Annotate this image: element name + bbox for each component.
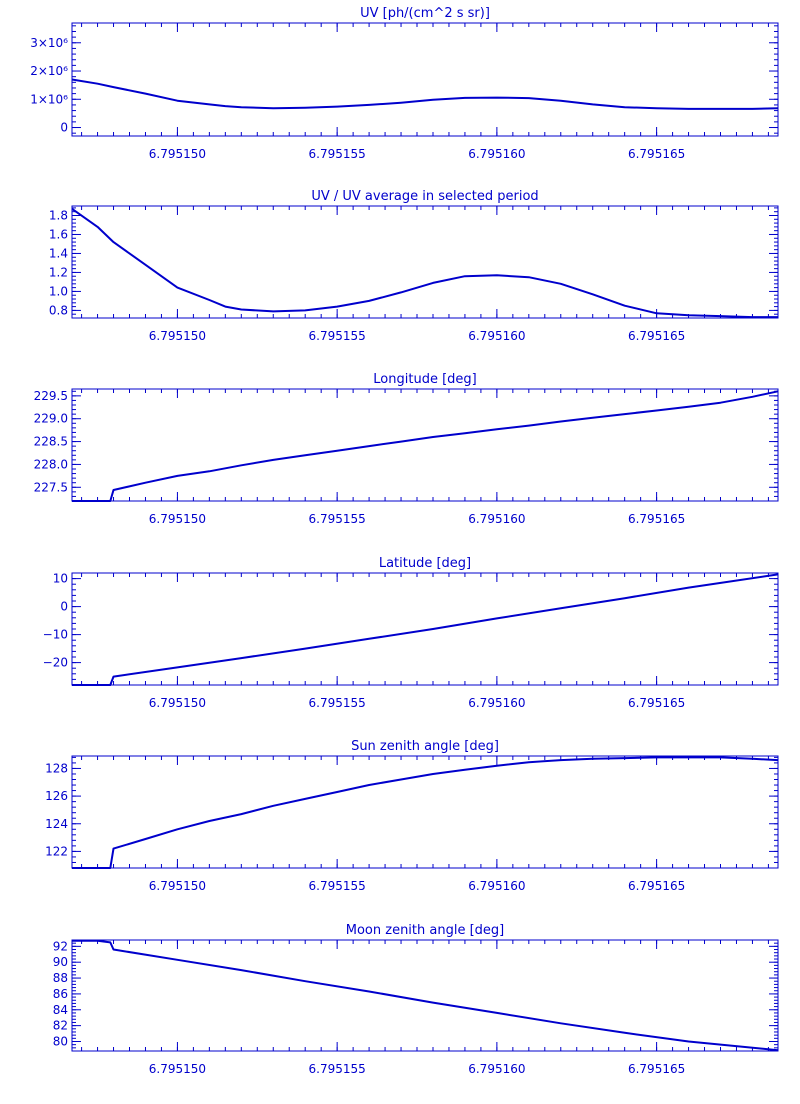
y-tick-label: 0.8 — [49, 303, 68, 317]
y-tick-label: 128 — [45, 761, 68, 775]
y-tick-label: 122 — [45, 844, 68, 858]
y-tick-label: 2×10⁶ — [30, 64, 68, 78]
series-line — [72, 573, 779, 686]
x-tick-label: 6.795155 — [309, 512, 366, 526]
y-tick-label: 228.0 — [34, 457, 68, 471]
chart-title: UV [ph/(cm^2 s sr)] — [360, 6, 490, 21]
plot-frame — [71, 939, 779, 1052]
chart-title: Longitude [deg] — [373, 372, 476, 387]
x-tick-label: 6.795150 — [149, 1062, 206, 1076]
x-tick-label: 6.795165 — [628, 512, 685, 526]
x-tick-label: 6.795155 — [309, 696, 366, 710]
y-tick-label: 0 — [60, 121, 68, 135]
y-tick-label: −10 — [43, 628, 68, 642]
chart-panel-5: Sun zenith angle [deg] 6.795150 6.795155 6.… — [45, 739, 779, 893]
chart-title: Sun zenith angle [deg] — [351, 739, 499, 754]
plot-frame — [71, 22, 779, 137]
y-tick-label: 1×10⁶ — [30, 92, 68, 106]
y-tick-label: 80 — [53, 1034, 68, 1048]
y-tick-label: 1.4 — [49, 246, 68, 260]
x-tick-label: 6.795155 — [309, 329, 366, 343]
y-tick-label: 1.0 — [49, 284, 68, 298]
y-tick-label: 1.8 — [49, 208, 68, 222]
series-line — [71, 207, 778, 319]
x-tick-label: 6.795150 — [149, 329, 206, 343]
x-tick-label: 6.795150 — [149, 696, 206, 710]
plot-frame — [71, 205, 779, 319]
y-tick-label: 92 — [53, 939, 68, 953]
plot-frame — [71, 388, 779, 502]
y-tick-label: 84 — [53, 1003, 68, 1017]
x-tick-label: 6.795160 — [468, 147, 525, 161]
chart-panel-3: Longitude [deg] 6.795150 6.795155 6.795160 6… — [34, 372, 779, 526]
x-tick-label: 6.795150 — [149, 512, 206, 526]
x-tick-label: 6.795165 — [628, 696, 685, 710]
series-line — [72, 756, 779, 869]
x-tick-label: 6.795160 — [468, 879, 525, 893]
y-tick-label: 82 — [53, 1019, 68, 1033]
x-tick-label: 6.795150 — [149, 879, 206, 893]
y-tick-label: 227.5 — [34, 480, 68, 494]
y-tick-label: 90 — [53, 955, 68, 969]
y-tick-label: 3×10⁶ — [30, 36, 68, 50]
x-tick-label: 6.795155 — [309, 1062, 366, 1076]
y-tick-label: −20 — [43, 656, 68, 670]
y-tick-label: 229.5 — [34, 389, 68, 403]
y-tick-label: 86 — [53, 987, 68, 1001]
x-tick-label: 6.795160 — [468, 329, 525, 343]
y-tick-label: 1.6 — [49, 227, 68, 241]
x-tick-label: 6.795155 — [309, 879, 366, 893]
x-tick-label: 6.795160 — [468, 696, 525, 710]
chart-title: Moon zenith angle [deg] — [346, 923, 504, 938]
x-tick-label: 6.795155 — [309, 147, 366, 161]
y-tick-label: 0 — [60, 600, 68, 614]
y-tick-label: 1.2 — [49, 265, 68, 279]
chart-panel-1: UV [ph/(cm^2 s sr)] 6.795150 6.795155 6.795… — [30, 6, 779, 161]
plot-frame — [71, 755, 779, 869]
y-tick-label: 126 — [45, 789, 68, 803]
chart-title: UV / UV average in selected period — [311, 189, 538, 204]
chart-title: Latitude [deg] — [379, 556, 471, 571]
x-tick-label: 6.795165 — [628, 879, 685, 893]
series-line — [71, 78, 779, 110]
x-tick-label: 6.795160 — [468, 1062, 525, 1076]
x-tick-label: 6.795165 — [628, 329, 685, 343]
x-tick-label: 6.795165 — [628, 147, 685, 161]
chart-panel-4: Latitude [deg] 6.795150 6.795155 6.795160 6.… — [43, 556, 779, 710]
chart-panel-6: Moon zenith angle [deg] 6.795150 6.795155 6… — [53, 923, 779, 1076]
chart-panel-2: UV / UV average in selected period 6.7951… — [49, 189, 779, 343]
x-tick-label: 6.795160 — [468, 512, 525, 526]
y-tick-label: 124 — [45, 817, 68, 831]
x-tick-label: 6.795165 — [628, 1062, 685, 1076]
y-tick-label: 88 — [53, 971, 68, 985]
series-line — [72, 390, 779, 502]
y-tick-label: 10 — [53, 572, 68, 586]
series-line — [72, 939, 779, 1052]
y-tick-label: 228.5 — [34, 435, 68, 449]
y-tick-label: 229.0 — [34, 412, 68, 426]
x-tick-label: 6.795150 — [149, 147, 206, 161]
